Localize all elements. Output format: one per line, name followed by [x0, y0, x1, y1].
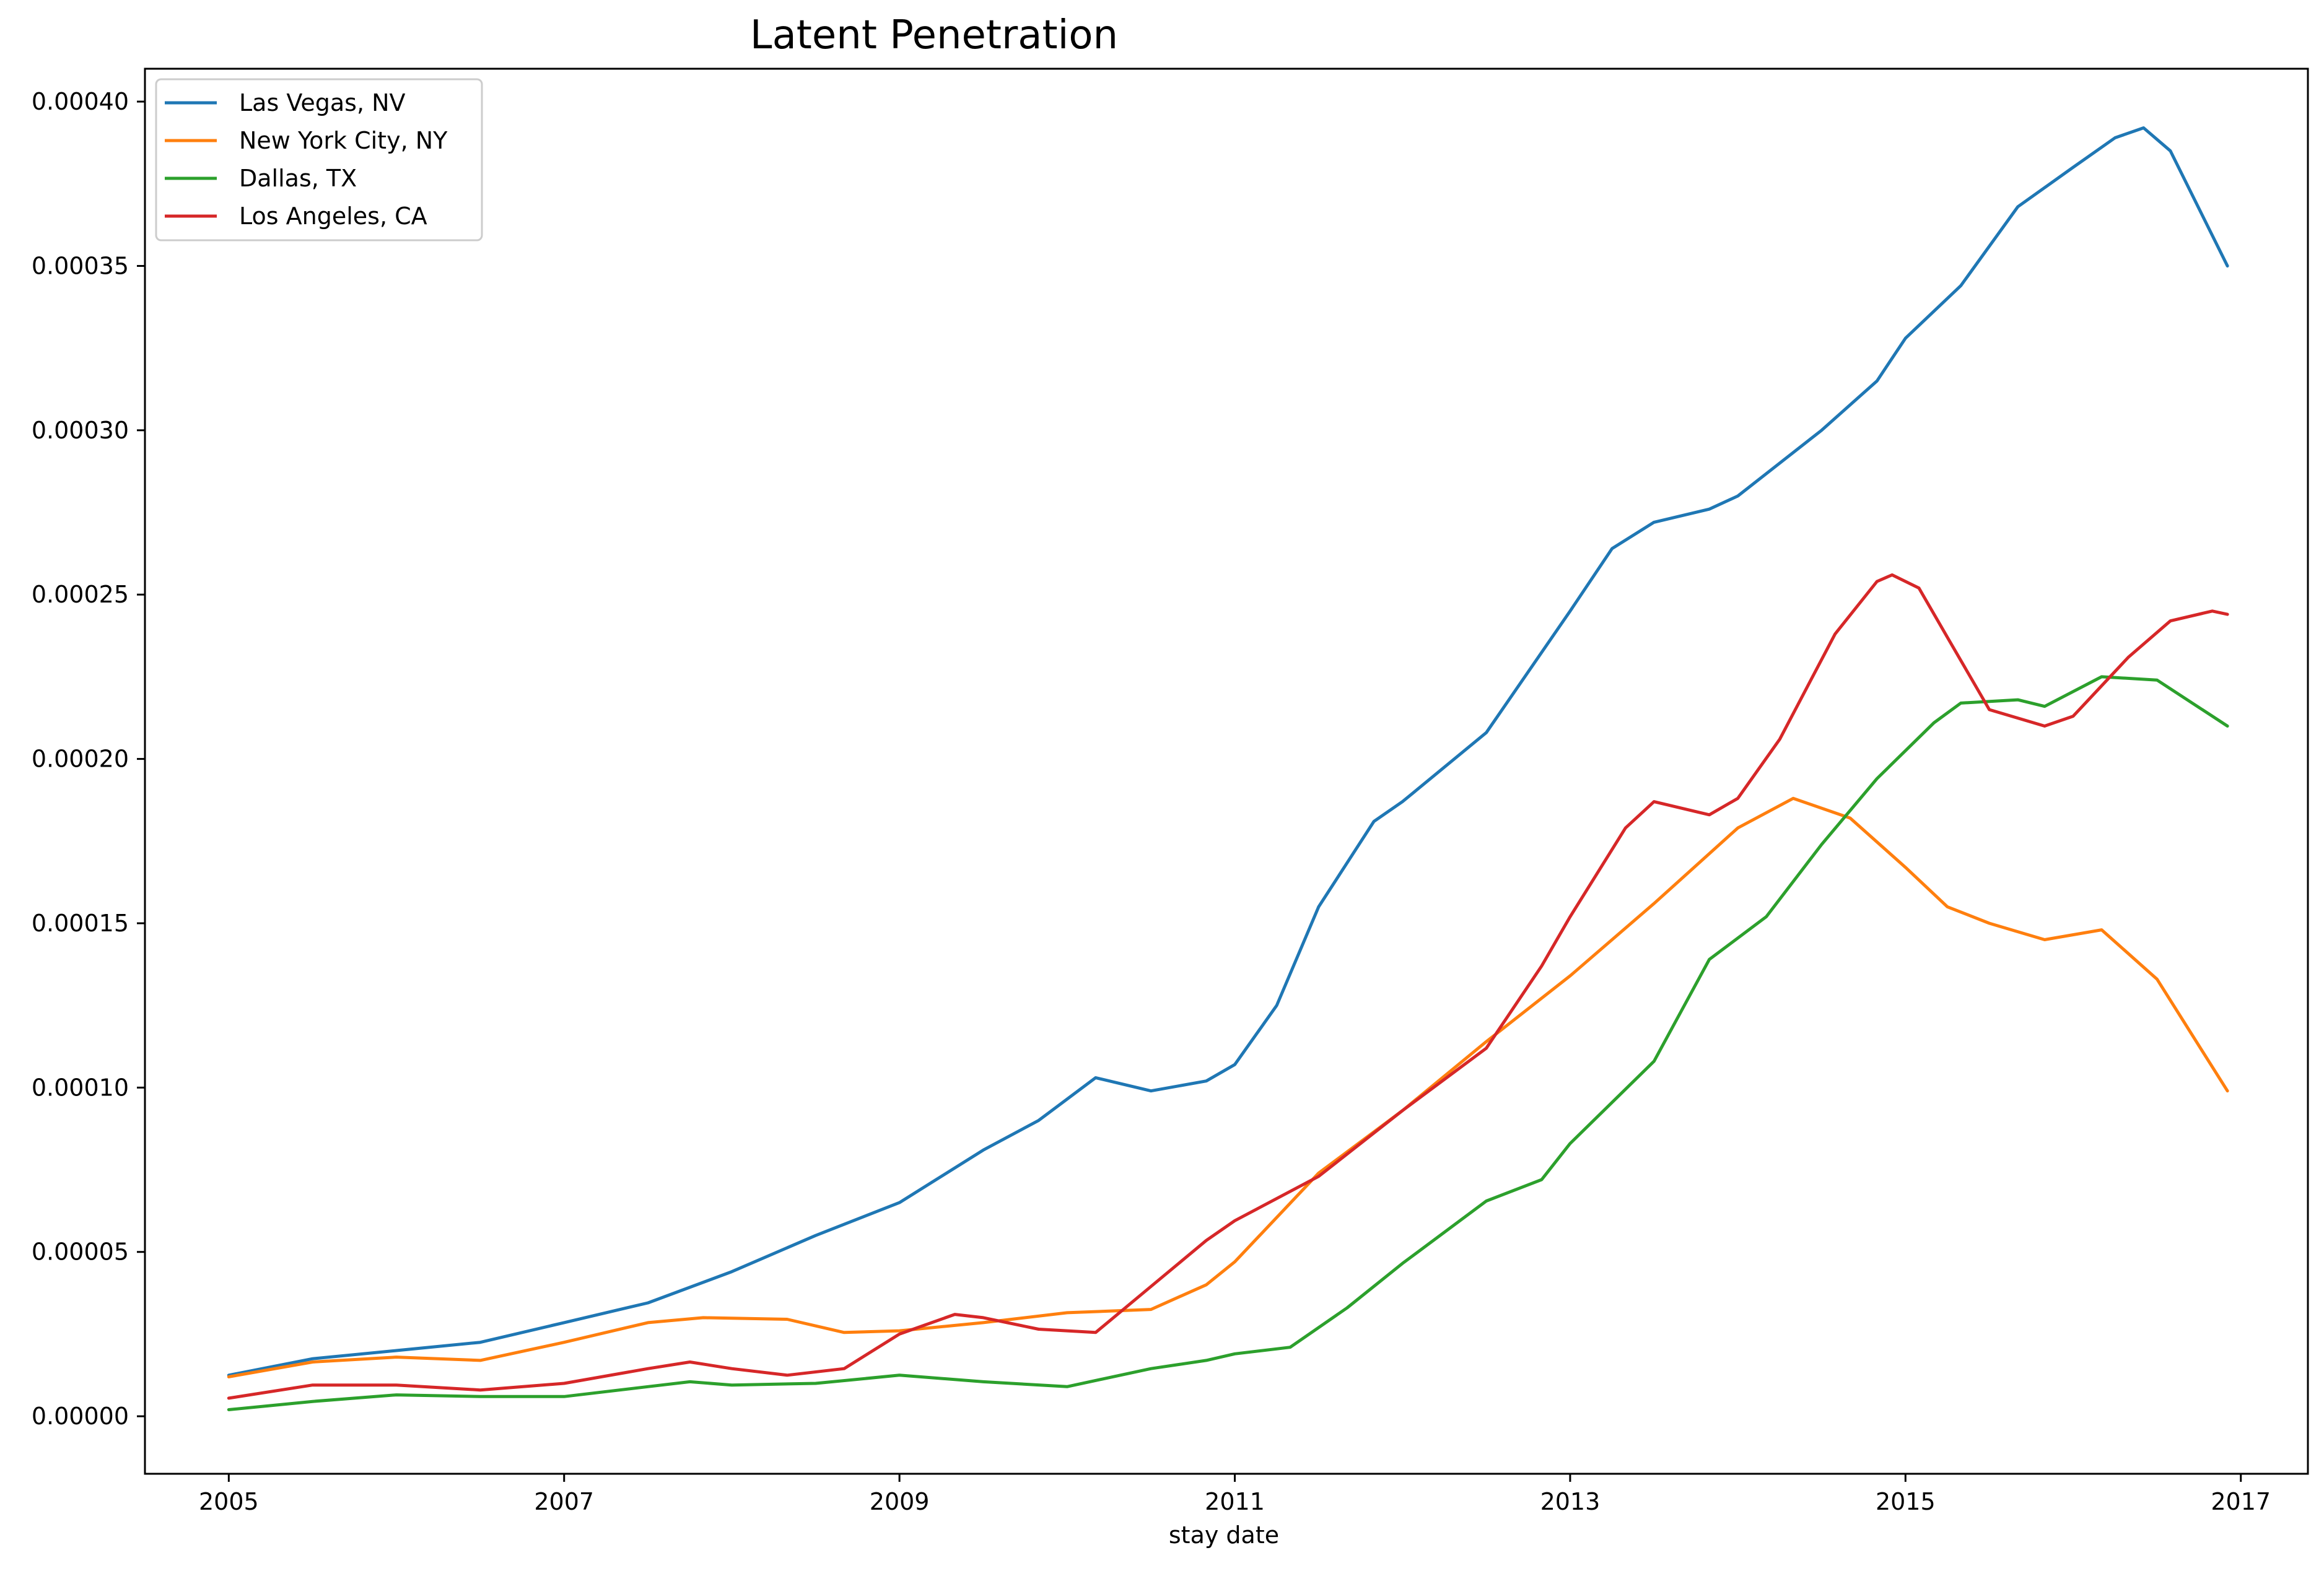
y-tick-label: 0.00035 [32, 252, 129, 279]
y-tick-label: 0.00015 [32, 910, 129, 937]
x-tick-label: 2005 [199, 1488, 259, 1515]
y-tick-label: 0.00000 [32, 1403, 129, 1430]
series-line-1 [227, 796, 2229, 1378]
legend-label: New York City, NY [239, 127, 448, 154]
y-tick-label: 0.00030 [32, 417, 129, 444]
legend-item: New York City, NY [165, 127, 448, 154]
x-tick-label: 2009 [870, 1488, 930, 1515]
series-line-2 [227, 675, 2229, 1411]
x-tick-label: 2017 [2211, 1488, 2271, 1515]
x-axis-label: stay date [1169, 1521, 1279, 1549]
series-line-3 [227, 573, 2229, 1400]
y-tick-label: 0.00005 [32, 1238, 129, 1266]
y-tick-label: 0.00040 [32, 88, 129, 115]
chart-title: Latent Penetration [750, 12, 1118, 58]
legend-label: Las Vegas, NV [239, 89, 406, 116]
y-tick-label: 0.00020 [32, 746, 129, 773]
legend: Las Vegas, NV New York City, NY Dallas, TX… [155, 78, 483, 242]
x-tick-label: 2007 [534, 1488, 594, 1515]
legend-item: Los Angeles, CA [165, 202, 427, 230]
series-line-0 [227, 126, 2229, 1377]
y-tick-label: 0.00025 [32, 581, 129, 608]
series-layer [227, 126, 2229, 1411]
legend-label: Dallas, TX [239, 165, 357, 192]
axes-layer: 2005 2007 2009 2011 2013 2015 2017 0.00000 0.000… [32, 67, 2309, 1515]
legend-box [155, 78, 483, 242]
x-tick-label: 2015 [1876, 1488, 1936, 1515]
plot-frame [144, 67, 2309, 1475]
y-tick-label: 0.00010 [32, 1074, 129, 1101]
x-tick-label: 2011 [1205, 1488, 1265, 1515]
legend-label: Los Angeles, CA [239, 202, 427, 230]
legend-item: Dallas, TX [165, 165, 357, 192]
legend-item: Las Vegas, NV [165, 89, 406, 116]
x-tick-label: 2013 [1540, 1488, 1601, 1515]
